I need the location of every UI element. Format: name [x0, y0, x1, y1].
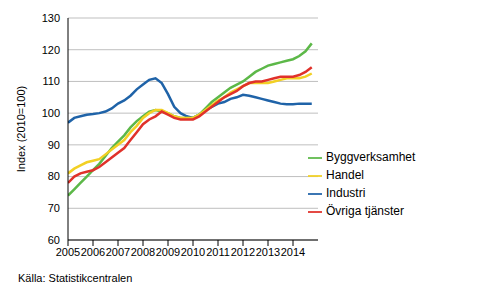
svg-text:2010: 2010 [181, 246, 205, 258]
svg-text:Index (2010=100): Index (2010=100) [15, 86, 27, 173]
html-text:Handel: Handel [326, 168, 364, 182]
html-text:Övriga tjänster: Övriga tjänster [326, 204, 404, 218]
svg-text:2009: 2009 [156, 246, 180, 258]
svg-text:110: 110 [42, 75, 60, 87]
svg-text:60: 60 [48, 234, 60, 246]
svg-text:2013: 2013 [256, 246, 280, 258]
svg-text:70: 70 [48, 202, 60, 214]
svg-text:2012: 2012 [231, 246, 255, 258]
html-text:Industri: Industri [326, 186, 366, 200]
svg-text:100: 100 [42, 107, 60, 119]
svg-text:120: 120 [42, 44, 60, 56]
svg-text:80: 80 [48, 170, 60, 182]
svg-text:2008: 2008 [131, 246, 155, 258]
svg-text:90: 90 [48, 139, 60, 151]
svg-text:2006: 2006 [81, 246, 105, 258]
html-text:Byggverksamhet: Byggverksamhet [326, 150, 416, 164]
svg-text:2014: 2014 [281, 246, 305, 258]
html-text:Källa: Statistikcentralen: Källa: Statistikcentralen [18, 272, 133, 284]
svg-text:2011: 2011 [206, 246, 230, 258]
svg-text:2005: 2005 [56, 246, 80, 258]
svg-text:130: 130 [42, 12, 60, 24]
svg-text:2007: 2007 [106, 246, 130, 258]
